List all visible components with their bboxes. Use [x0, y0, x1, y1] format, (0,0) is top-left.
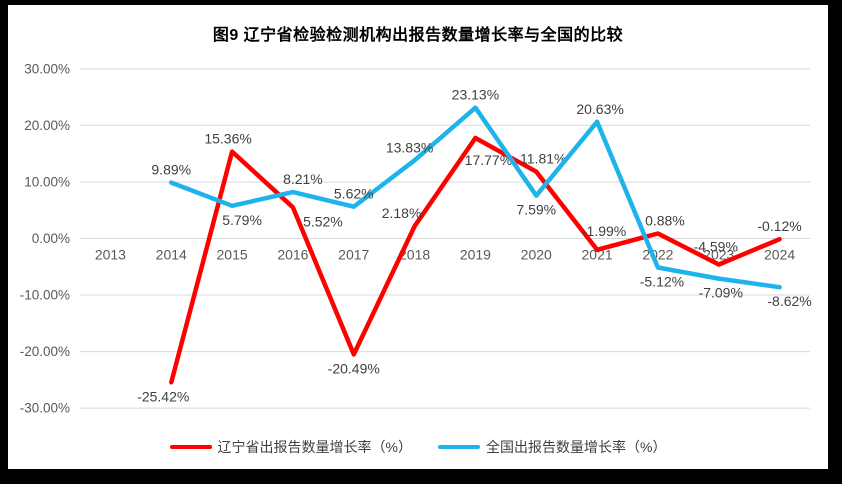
legend-item-national[interactable]: 全国出报告数量增长率（%）	[438, 437, 666, 457]
data-label: 17.77%	[465, 152, 512, 168]
data-label: 5.79%	[222, 212, 262, 228]
series-line-liaoning	[169, 135, 782, 385]
y-axis-tick-label: 0.00%	[32, 231, 70, 246]
data-label: -4.59%	[694, 238, 738, 254]
y-axis-tick-label: 20.00%	[24, 118, 70, 133]
y-axis-tick-label: 10.00%	[24, 174, 70, 189]
data-label: -5.12%	[640, 273, 684, 289]
data-label: 23.13%	[452, 87, 499, 103]
data-label: 9.89%	[151, 162, 191, 178]
data-label: 2.18%	[382, 205, 422, 221]
data-label: -25.42%	[137, 388, 189, 404]
y-axis-tick-label: -20.00%	[20, 344, 70, 359]
chart-area: 30.00% 20.00% 10.00% 0.00% -10.00% -20.00% -30…	[8, 5, 828, 469]
line-chart-plot: 30.00% 20.00% 10.00% 0.00% -10.00% -20.00% -30…	[20, 61, 812, 416]
legend-swatch-national-line	[438, 445, 480, 449]
data-label: 20.63%	[576, 101, 623, 117]
data-label: 5.62%	[334, 186, 374, 202]
x-axis-tick-label: 2020	[521, 247, 552, 263]
legend-item-liaoning[interactable]: 辽宁省出报告数量增长率（%）	[169, 437, 412, 457]
data-label: 15.36%	[204, 131, 251, 147]
x-axis-tick-label: 2015	[217, 247, 248, 263]
data-label: -20.49%	[328, 360, 380, 376]
x-axis-tick-label: 2013	[95, 247, 126, 263]
legend-label-liaoning: 辽宁省出报告数量增长率（%）	[217, 439, 412, 455]
chart-legend: 辽宁省出报告数量增长率（%） 全国出报告数量增长率（%）	[8, 437, 828, 457]
x-axis-tick-label: 2017	[338, 247, 369, 263]
y-axis-tick-label: 30.00%	[24, 61, 70, 76]
legend-swatch-liaoning-line	[169, 445, 212, 449]
data-label: 11.81%	[520, 151, 566, 167]
x-axis-tick-label: 2014	[156, 247, 187, 263]
data-label: 0.88%	[645, 213, 685, 229]
data-label: -7.09%	[699, 285, 743, 301]
data-label: 8.21%	[283, 171, 323, 187]
data-label: -1.99%	[582, 223, 626, 239]
y-axis-tick-label: -30.00%	[20, 401, 70, 416]
x-axis-tick-label: 2022	[642, 247, 673, 263]
chart-title: 图9 辽宁省检验检测机构出报告数量增长率与全国的比较	[212, 27, 624, 44]
x-axis-tick-label: 2021	[582, 247, 613, 263]
x-axis-tick-label: 2024	[764, 247, 795, 263]
y-axis-tick-label: -10.00%	[20, 288, 70, 303]
x-axis-tick-label: 2016	[277, 247, 308, 263]
data-label: 7.59%	[516, 202, 556, 218]
series-line-national	[169, 105, 782, 290]
data-label: 5.52%	[303, 213, 343, 229]
x-axis-tick-label: 2019	[460, 247, 491, 263]
data-label: -0.12%	[757, 218, 801, 234]
data-label: -8.62%	[767, 293, 811, 309]
data-label: 13.83%	[386, 139, 433, 155]
x-axis-tick-label: 2018	[399, 247, 430, 263]
legend-label-national: 全国出报告数量增长率（%）	[486, 439, 667, 455]
